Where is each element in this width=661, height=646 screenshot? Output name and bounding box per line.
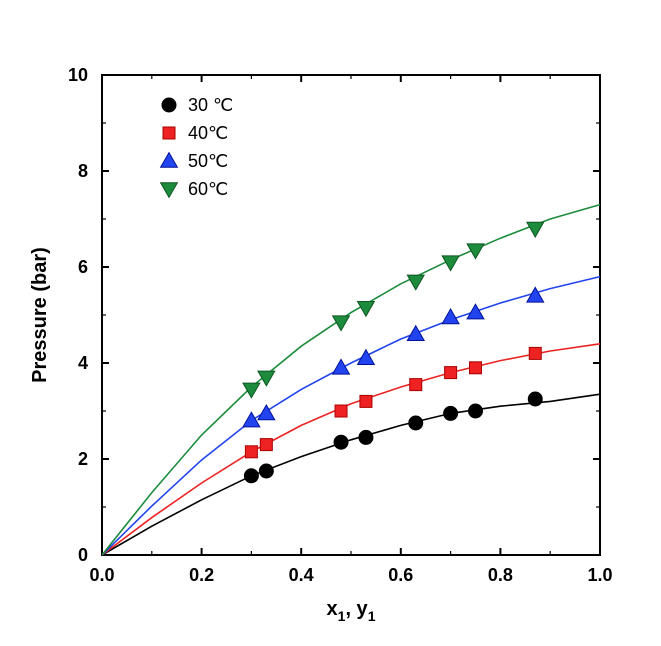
x-tick-label: 0.0: [89, 565, 114, 585]
x-tick-label: 1.0: [587, 565, 612, 585]
legend-label: 40℃: [188, 123, 228, 143]
x-tick-label: 0.8: [488, 565, 513, 585]
legend-label: 30 ℃: [188, 95, 233, 115]
legend-label: 50℃: [188, 151, 228, 171]
y-tick-label: 0: [78, 545, 88, 565]
y-tick-label: 4: [78, 353, 88, 373]
y-tick-label: 6: [78, 257, 88, 277]
y-tick-label: 2: [78, 449, 88, 469]
x-tick-label: 0.2: [189, 565, 214, 585]
x-tick-label: 0.6: [388, 565, 413, 585]
y-axis-label: Pressure (bar): [29, 247, 51, 383]
y-tick-label: 8: [78, 161, 88, 181]
chart-svg: 0.00.20.40.60.81.00246810Pressure (bar)x…: [0, 0, 661, 646]
y-tick-label: 10: [68, 65, 88, 85]
x-tick-label: 0.4: [289, 565, 314, 585]
pressure-chart: 0.00.20.40.60.81.00246810Pressure (bar)x…: [0, 0, 661, 646]
legend-label: 60℃: [188, 179, 228, 199]
